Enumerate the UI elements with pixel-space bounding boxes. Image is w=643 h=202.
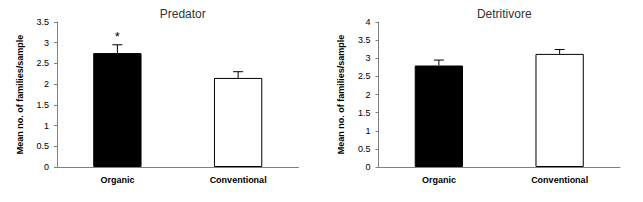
svg-text:Mean no. of families/sample: Mean no. of families/sample	[15, 35, 25, 155]
svg-text:2.5: 2.5	[36, 58, 49, 68]
svg-text:1.5: 1.5	[358, 108, 371, 118]
svg-text:4: 4	[365, 17, 370, 27]
svg-text:0.5: 0.5	[358, 144, 371, 154]
svg-text:1: 1	[365, 126, 370, 136]
svg-text:3: 3	[365, 53, 370, 63]
svg-text:Detritivore: Detritivore	[477, 7, 532, 21]
svg-text:3: 3	[44, 38, 49, 48]
svg-text:2.5: 2.5	[358, 71, 371, 81]
svg-text:*: *	[115, 29, 120, 44]
svg-text:1.5: 1.5	[36, 100, 49, 110]
svg-text:Organic: Organic	[422, 175, 456, 185]
svg-text:Conventional: Conventional	[531, 175, 588, 185]
svg-text:Organic: Organic	[100, 175, 134, 185]
svg-text:1: 1	[44, 121, 49, 131]
svg-text:0: 0	[44, 162, 49, 172]
svg-text:2: 2	[44, 79, 49, 89]
svg-text:3.5: 3.5	[36, 17, 49, 27]
svg-text:0.5: 0.5	[36, 141, 49, 151]
svg-text:0: 0	[365, 162, 370, 172]
svg-text:Mean no. of families/sample: Mean no. of families/sample	[336, 35, 346, 155]
svg-text:3.5: 3.5	[358, 35, 371, 45]
svg-text:Conventional: Conventional	[210, 175, 267, 185]
svg-text:2: 2	[365, 90, 370, 100]
svg-text:Predator: Predator	[160, 7, 206, 21]
